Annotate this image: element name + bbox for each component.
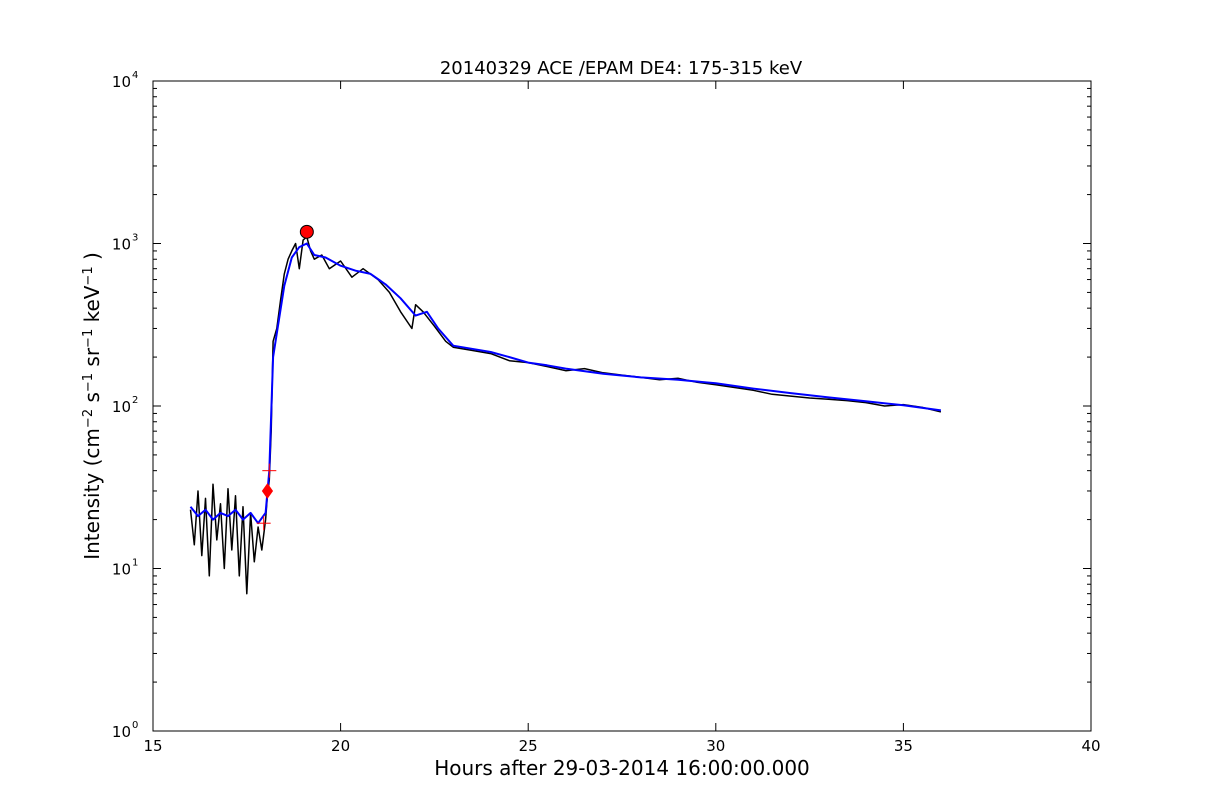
y-tick-exponent: 2	[132, 395, 138, 406]
x-tick-label: 25	[519, 737, 538, 755]
y-tick-label: 10	[112, 73, 131, 91]
x-tick-label: 35	[894, 737, 913, 755]
y-tick-exponent: 4	[132, 70, 138, 81]
y-tick-exponent: 3	[132, 233, 138, 244]
y-axis-label: Intensity (cm−2 s−1 sr−1 keV−1 )	[80, 252, 104, 560]
peak-marker	[299, 224, 314, 239]
plot-area	[189, 224, 942, 595]
x-tick-label: 30	[706, 737, 725, 755]
uncertainty-marker	[256, 516, 271, 531]
y-tick-label: 10	[112, 561, 131, 579]
y-tick-label: 10	[112, 398, 131, 416]
uncertainty-marker	[262, 463, 277, 478]
y-tick-label: 10	[112, 723, 131, 741]
x-tick-label: 20	[331, 737, 350, 755]
x-tick-label: 40	[1081, 737, 1100, 755]
series-line-raw	[189, 236, 942, 595]
y-tick-label: 10	[112, 236, 131, 254]
y-tick-exponent: 0	[132, 720, 138, 731]
onset-marker	[261, 483, 274, 499]
series-line-smoothed	[189, 242, 942, 525]
y-tick-exponent: 1	[132, 558, 138, 569]
x-tick-label: 15	[143, 737, 162, 755]
plot-frame	[152, 80, 1092, 732]
x-axis-label: Hours after 29-03-2014 16:00:00.000	[434, 756, 810, 780]
x-axis: 15 20 25 30 35 40	[143, 81, 1101, 755]
chart-title: 20140329 ACE /EPAM DE4: 175-315 keV	[440, 58, 803, 79]
